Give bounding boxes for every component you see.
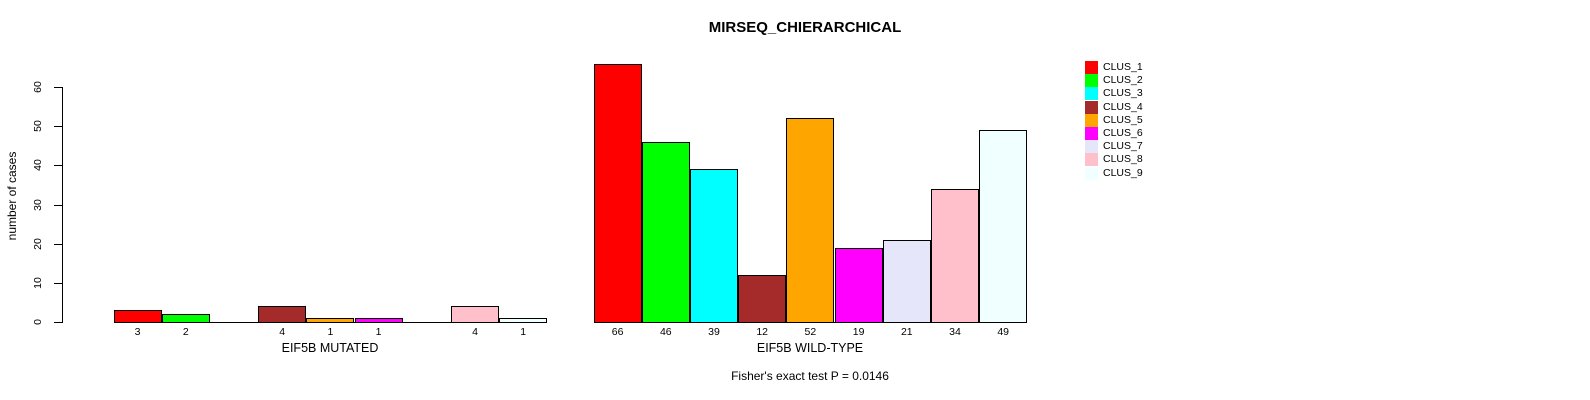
legend-label-clus_2: CLUS_2 (1103, 74, 1143, 87)
bar-value-label: 1 (375, 326, 382, 338)
legend-item-clus_1: CLUS_1 (1085, 61, 1143, 75)
x-axis-label-wildtype: EIF5B WILD-TYPE (756, 341, 864, 355)
legend-swatch-clus_2 (1085, 74, 1098, 88)
y-axis-tick-label: 50 (32, 120, 44, 132)
legend-label-clus_5: CLUS_5 (1103, 113, 1143, 126)
y-axis-label: number of cases (5, 151, 19, 241)
bar-value-label: 34 (949, 326, 961, 338)
legend-swatch-clus_7 (1085, 140, 1098, 154)
legend-swatch-clus_3 (1085, 87, 1098, 101)
y-axis-tick-label: 0 (32, 319, 44, 325)
bar-value-label: 52 (804, 326, 817, 338)
y-axis-tick-label: 60 (32, 81, 44, 93)
bar-value-label: 4 (472, 326, 478, 338)
legend-label-clus_4: CLUS_4 (1103, 100, 1143, 113)
fisher-test-annotation: Fisher's exact test P = 0.0146 (731, 369, 889, 383)
x-axis-label-mutated: EIF5B MUTATED (281, 341, 379, 355)
bar-value-label: 1 (520, 326, 527, 338)
bar-value-label: 2 (182, 326, 189, 338)
legend-item-clus_7: CLUS_7 (1085, 140, 1143, 154)
bar-clus_1 (113, 310, 162, 323)
legend-label-clus_8: CLUS_8 (1103, 153, 1143, 166)
legend-swatch-clus_5 (1085, 113, 1098, 127)
y-axis-tick (54, 322, 62, 323)
bar-value-label: 21 (900, 326, 913, 338)
bar-clus_9 (499, 318, 548, 323)
y-axis-tick-label: 20 (32, 237, 44, 250)
bar-value-label: 4 (279, 326, 286, 338)
legend-label-clus_3: CLUS_3 (1103, 87, 1143, 100)
legend-item-clus_3: CLUS_3 (1085, 87, 1143, 101)
y-axis-tick (54, 165, 62, 167)
bar-value-label: 12 (756, 326, 769, 338)
bar-clus_6 (354, 318, 403, 323)
legend-label-clus_6: CLUS_6 (1103, 127, 1143, 140)
legend-item-clus_5: CLUS_5 (1085, 113, 1143, 127)
legend-label-clus_1: CLUS_1 (1103, 61, 1143, 74)
bar-clus_5 (306, 318, 355, 323)
legend-item-clus_4: CLUS_4 (1085, 100, 1143, 114)
bar-clus_4 (258, 306, 307, 323)
y-axis-tick-label: 30 (32, 198, 44, 211)
bar-clus_1 (593, 63, 642, 323)
bar-value-label: 3 (134, 326, 141, 338)
legend-swatch-clus_6 (1085, 127, 1098, 141)
legend-item-clus_8: CLUS_8 (1085, 153, 1143, 167)
bar-value-label: 19 (852, 326, 865, 338)
bar-clus_9 (979, 130, 1028, 323)
y-axis-line (62, 87, 63, 323)
bar-clus_7 (882, 239, 931, 323)
y-axis-tick (54, 243, 62, 245)
y-axis-tick-label: 40 (32, 159, 44, 172)
legend-label-clus_7: CLUS_7 (1103, 140, 1143, 153)
bar-value-label: 66 (611, 326, 624, 338)
legend-swatch-clus_9 (1085, 166, 1098, 180)
bar-clus_2 (161, 314, 210, 323)
legend-item-clus_2: CLUS_2 (1085, 74, 1143, 88)
bar-value-label: 49 (997, 326, 1010, 338)
bar-clus_4 (738, 275, 787, 323)
bar-value-label: 39 (708, 326, 720, 338)
legend-label-clus_9: CLUS_9 (1103, 166, 1143, 179)
bar-clus_8 (930, 188, 980, 323)
bar-value-label: 1 (327, 326, 334, 338)
y-axis-tick (54, 282, 62, 284)
legend-swatch-clus_1 (1085, 61, 1098, 75)
bar-clus_2 (641, 141, 690, 323)
legend-swatch-clus_4 (1085, 100, 1098, 114)
bar-clus_3 (689, 169, 739, 323)
bar-zero-clus_7 (402, 322, 451, 323)
legend-item-clus_6: CLUS_6 (1085, 127, 1143, 141)
bar-value-label: 46 (659, 326, 672, 338)
y-axis-tick-label: 10 (32, 276, 44, 289)
legend-item-clus_9: CLUS_9 (1085, 166, 1143, 180)
bar-clus_8 (450, 306, 500, 323)
bar-zero-clus_3 (209, 322, 259, 323)
y-axis-tick (54, 87, 62, 88)
y-axis-tick (54, 126, 62, 128)
bar-clus_6 (834, 247, 883, 323)
legend: CLUS_1 CLUS_2 CLUS_3 CLUS_4 CLUS_5 CLUS_6 CLUS… (1085, 61, 1143, 180)
bar-clus_5 (786, 118, 835, 323)
legend-swatch-clus_8 (1085, 153, 1098, 167)
chart-title: MIRSEQ_CHIERARCHICAL (708, 19, 902, 36)
y-axis-tick (54, 204, 62, 206)
